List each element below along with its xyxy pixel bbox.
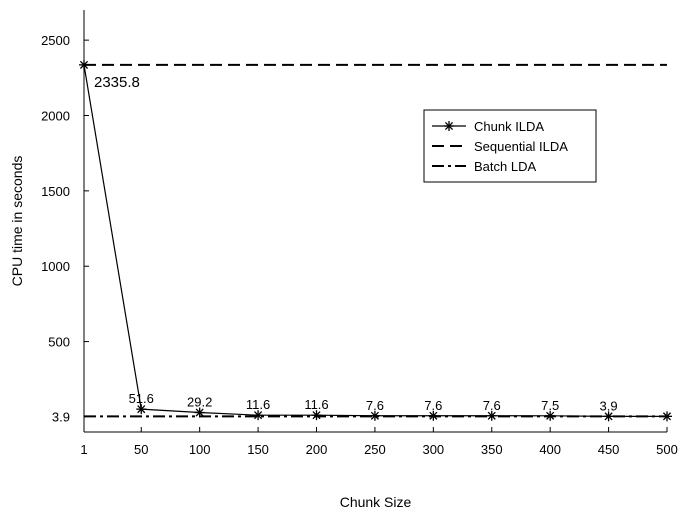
legend-items: Chunk ILDA Sequential ILDA Batch LDA bbox=[432, 119, 568, 174]
x-tick-label: 100 bbox=[189, 442, 211, 457]
data-point-marker bbox=[444, 121, 454, 131]
data-label: 11.6 bbox=[246, 397, 270, 412]
legend: Chunk ILDA Sequential ILDA Batch LDA bbox=[423, 109, 597, 183]
data-label: 3.9 bbox=[600, 398, 618, 413]
y-tick-label: 500 bbox=[48, 335, 70, 350]
y-tick-label: 3.9 bbox=[52, 409, 70, 424]
x-ticks: 1 50 100 150 200 250 300 350 400 450 500 bbox=[80, 427, 678, 457]
x-tick-label: 1 bbox=[80, 442, 87, 457]
data-label: 7.6 bbox=[424, 398, 442, 413]
plot-frame bbox=[83, 10, 667, 433]
data-point-marker bbox=[486, 410, 497, 421]
y-tick-label: 1000 bbox=[41, 259, 70, 274]
data-label: 7.5 bbox=[541, 398, 559, 413]
data-point-marker bbox=[136, 404, 147, 415]
data-point-marker bbox=[545, 410, 556, 421]
data-point-marker bbox=[311, 410, 322, 421]
x-axis-label: Chunk Size bbox=[340, 494, 412, 510]
legend-item: Chunk ILDA bbox=[432, 119, 544, 134]
data-label: 2335.8 bbox=[94, 74, 140, 91]
data-point-marker bbox=[253, 410, 264, 421]
x-tick-label: 150 bbox=[247, 442, 269, 457]
series-layer bbox=[79, 59, 672, 422]
legend-label: Chunk ILDA bbox=[474, 119, 544, 134]
x-tick-label: 200 bbox=[306, 442, 328, 457]
data-point-marker bbox=[194, 407, 205, 418]
legend-item: Sequential ILDA bbox=[432, 139, 568, 154]
x-tick-label: 250 bbox=[364, 442, 386, 457]
data-point-marker bbox=[662, 411, 672, 422]
x-tick-label: 450 bbox=[598, 442, 620, 457]
y-axis-label: CPU time in seconds bbox=[9, 156, 25, 287]
data-point-marker bbox=[428, 410, 439, 421]
y-tick-label: 2500 bbox=[41, 33, 70, 48]
data-labels: 2335.8 51.6 29.2 11.6 11.6 7.6 7.6 7.6 7.5 3.9 bbox=[94, 74, 618, 413]
data-point-marker bbox=[369, 410, 380, 421]
data-label: 7.6 bbox=[366, 398, 384, 413]
legend-item: Batch LDA bbox=[432, 159, 536, 174]
x-tick-label: 500 bbox=[656, 442, 678, 457]
x-tick-label: 300 bbox=[422, 442, 444, 457]
data-label: 7.6 bbox=[483, 398, 501, 413]
legend-label: Sequential ILDA bbox=[474, 139, 568, 154]
x-tick-label: 50 bbox=[134, 442, 148, 457]
y-tick-label: 2000 bbox=[41, 109, 70, 124]
data-label: 51.6 bbox=[129, 391, 154, 406]
y-ticks: 3.9 500 1000 1500 2000 2500 bbox=[41, 33, 89, 424]
data-point-marker bbox=[79, 59, 89, 70]
x-tick-label: 350 bbox=[481, 442, 503, 457]
data-label: 29.2 bbox=[187, 395, 212, 410]
y-tick-label: 1500 bbox=[41, 184, 70, 199]
data-label: 11.6 bbox=[304, 397, 328, 412]
data-point-marker bbox=[603, 411, 614, 422]
x-tick-label: 400 bbox=[539, 442, 561, 457]
legend-label: Batch LDA bbox=[474, 159, 536, 174]
